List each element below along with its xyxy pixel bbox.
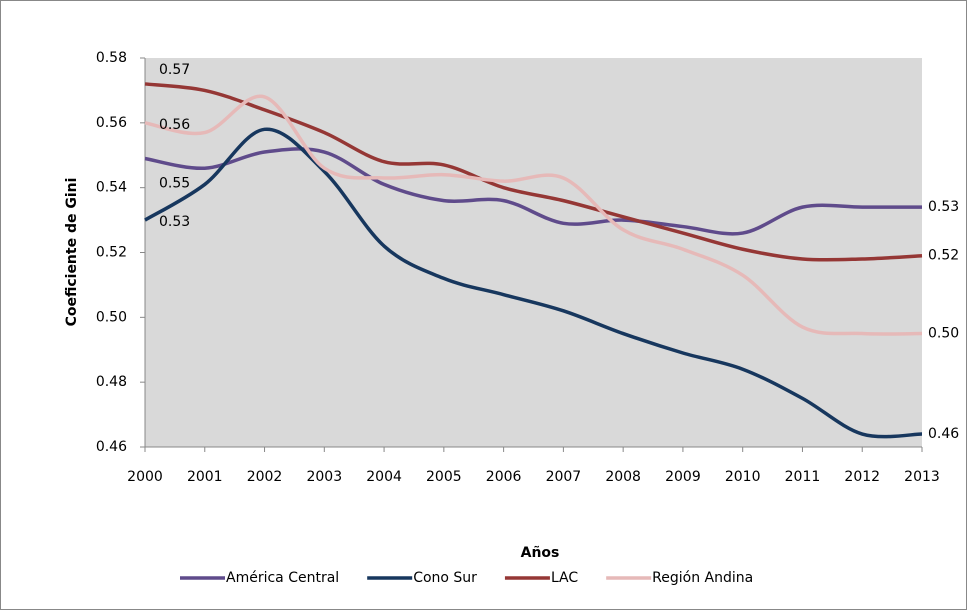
legend-label: Región Andina [652,570,753,586]
legend-label: Cono Sur [413,570,477,586]
data-label: 0.50 [928,326,959,342]
x-tick-label: 2010 [725,469,761,485]
x-tick-label: 2009 [665,469,701,485]
series-line [144,94,923,336]
x-tick-label: 2011 [785,469,821,485]
data-label: 0.46 [928,426,959,442]
y-tick-label: 0.46 [96,439,127,455]
x-tick-label: 2007 [546,469,582,485]
series-line [144,127,923,439]
y-tick-label: 0.58 [96,50,127,66]
x-tick-label: 2000 [127,469,163,485]
x-tick-label: 2002 [247,469,283,485]
x-axis-title: Años [521,545,560,561]
y-tick-label: 0.50 [96,309,127,325]
data-label: 0.53 [928,199,959,215]
legend-label: LAC [551,570,578,586]
y-tick-label: 0.52 [96,245,127,261]
series-line [144,147,922,236]
x-tick-label: 2001 [187,469,223,485]
data-label: 0.57 [159,62,190,78]
x-tick-label: 2006 [486,469,522,485]
y-tick-label: 0.48 [96,374,127,390]
x-tick-label: 2003 [306,469,342,485]
data-label: 0.56 [159,117,190,133]
data-label: 0.53 [159,214,190,230]
x-tick-label: 2013 [904,469,940,485]
x-tick-label: 2005 [426,469,462,485]
data-label: 0.55 [159,175,190,191]
plot-area [145,58,922,447]
x-tick-label: 2004 [366,469,402,485]
y-tick-label: 0.56 [96,115,127,131]
data-label: 0.52 [928,248,959,264]
x-tick-label: 2008 [605,469,641,485]
y-axis-title: Coeficiente de Gini [64,178,80,327]
x-tick-label: 2012 [844,469,880,485]
series-line [144,82,923,262]
legend-label: América Central [226,570,339,586]
y-tick-label: 0.54 [96,180,127,196]
